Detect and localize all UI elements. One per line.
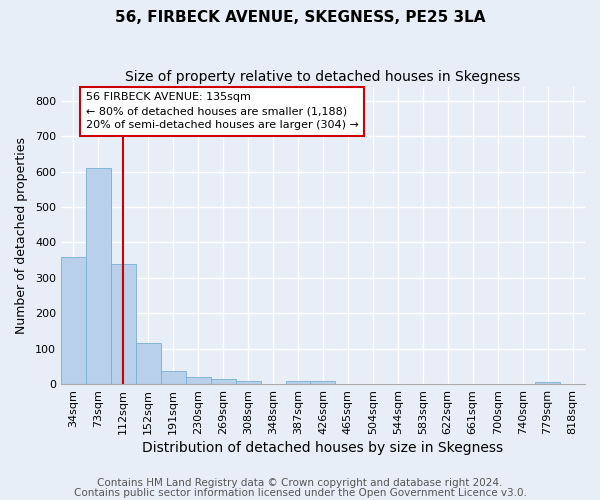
Bar	[286, 381, 310, 384]
Bar	[186, 377, 211, 384]
Title: Size of property relative to detached houses in Skegness: Size of property relative to detached ho…	[125, 70, 521, 84]
Bar	[111, 264, 136, 384]
Text: 56, FIRBECK AVENUE, SKEGNESS, PE25 3LA: 56, FIRBECK AVENUE, SKEGNESS, PE25 3LA	[115, 10, 485, 25]
Y-axis label: Number of detached properties: Number of detached properties	[15, 137, 28, 334]
Bar	[161, 370, 186, 384]
Text: Contains public sector information licensed under the Open Government Licence v3: Contains public sector information licen…	[74, 488, 526, 498]
Bar	[136, 344, 161, 384]
Bar	[535, 382, 560, 384]
Bar	[236, 380, 260, 384]
Bar	[211, 379, 236, 384]
Text: 56 FIRBECK AVENUE: 135sqm
← 80% of detached houses are smaller (1,188)
20% of se: 56 FIRBECK AVENUE: 135sqm ← 80% of detac…	[86, 92, 359, 130]
Bar	[86, 168, 111, 384]
Text: Contains HM Land Registry data © Crown copyright and database right 2024.: Contains HM Land Registry data © Crown c…	[97, 478, 503, 488]
X-axis label: Distribution of detached houses by size in Skegness: Distribution of detached houses by size …	[142, 441, 503, 455]
Bar	[61, 256, 86, 384]
Bar	[310, 381, 335, 384]
